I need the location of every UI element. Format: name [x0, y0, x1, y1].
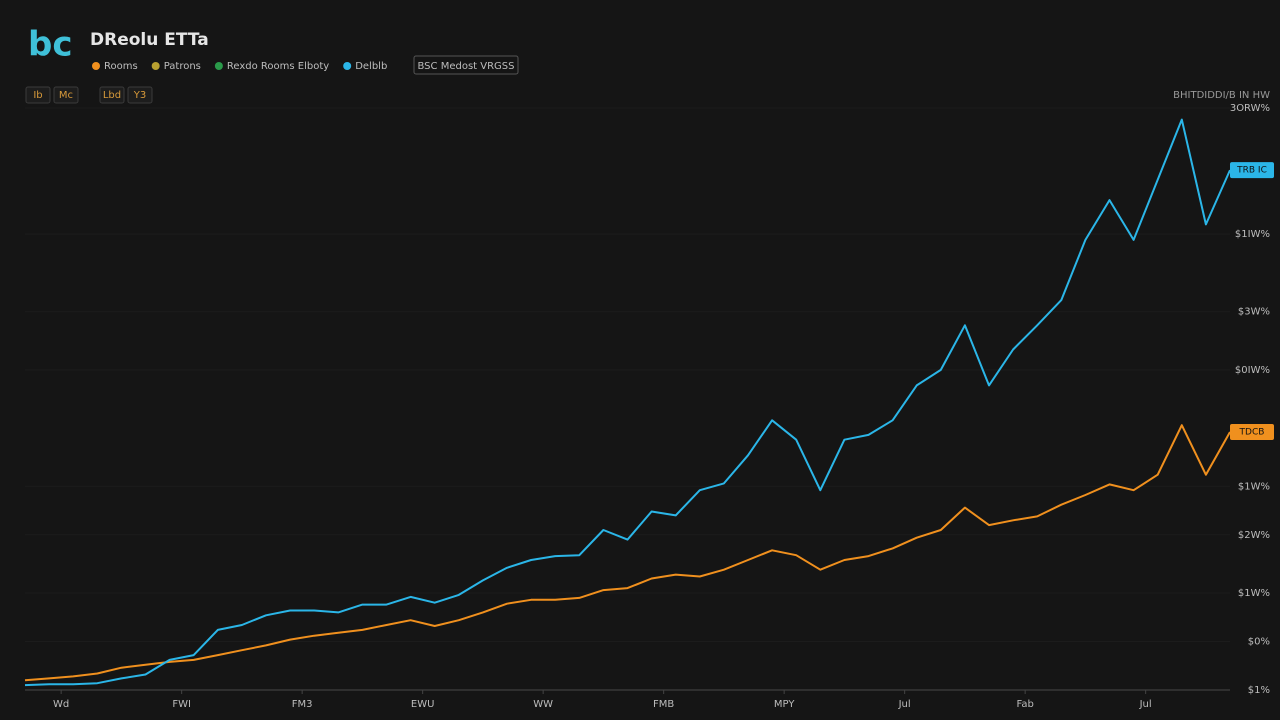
x-tick-label: Jul [898, 699, 911, 710]
timeframe-label[interactable]: Ib [33, 90, 42, 101]
series-line [24, 118, 1231, 687]
y-tick-label: $1W% [1238, 588, 1270, 599]
price-tag [1230, 162, 1274, 179]
x-tick-label: FWI [172, 699, 191, 710]
series-line [24, 424, 1231, 682]
y-tick-label: $1IW% [1235, 229, 1270, 240]
y-tick-label: 3ORW% [1230, 103, 1270, 114]
x-tick-label: MPY [774, 699, 795, 710]
x-tick-label: FMB [653, 699, 674, 710]
x-tick-label: WW [533, 699, 553, 710]
y-tick-label: $3W% [1238, 307, 1270, 318]
logo: bc [28, 25, 73, 65]
legend-swatch [92, 62, 100, 70]
timeframe-button[interactable] [99, 86, 125, 104]
corner-note: BHITDIDDI/B IN HW [1173, 90, 1270, 101]
y-tick-label: $2W% [1238, 530, 1270, 541]
timeframe-button[interactable] [127, 86, 153, 104]
x-tick-label: Wd [53, 699, 69, 710]
y-tick-label: $1W% [1238, 481, 1270, 492]
x-tick-label: FM3 [292, 699, 313, 710]
legend-label: Delblb [355, 61, 387, 72]
toolbar-button[interactable] [413, 55, 519, 75]
x-tick-label: Jul [1139, 699, 1152, 710]
legend-label: Rexdo Rooms Elboty [227, 61, 329, 72]
legend-swatch [214, 62, 223, 70]
price-tag-label: TDCB [1239, 427, 1265, 437]
legend-swatch [151, 62, 160, 70]
y-tick-label: $1% [1248, 685, 1270, 696]
price-tag-label: TRB IC [1236, 166, 1267, 176]
toolbar-button-label[interactable]: BSC Medost VRGSS [418, 61, 515, 72]
chart-title: DReolu ETTa [90, 30, 209, 50]
x-tick-label: Fab [1016, 699, 1033, 710]
timeframe-label[interactable]: Lbd [103, 90, 121, 101]
y-tick-label: $0IW% [1235, 365, 1270, 376]
legend-label: Rooms [104, 61, 138, 72]
timeframe-button[interactable] [53, 86, 79, 104]
timeframe-button[interactable] [25, 86, 51, 104]
legend-swatch [343, 62, 352, 70]
timeframe-label[interactable]: Y3 [133, 90, 146, 101]
timeframe-label[interactable]: Mc [59, 90, 73, 101]
legend-label: Patrons [164, 61, 201, 72]
y-tick-label: $0% [1248, 637, 1270, 648]
x-tick-label: EWU [411, 699, 435, 710]
price-tag [1230, 423, 1274, 440]
